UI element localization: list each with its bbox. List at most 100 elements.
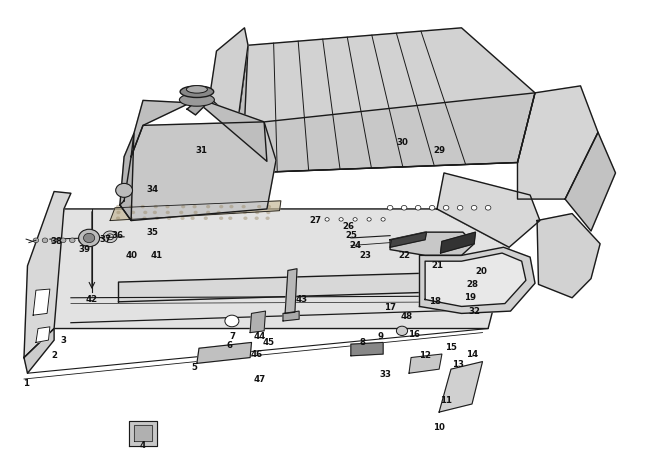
Text: 31: 31	[195, 146, 207, 155]
Polygon shape	[441, 232, 476, 253]
Circle shape	[156, 211, 160, 214]
Text: 16: 16	[408, 330, 420, 339]
Circle shape	[141, 211, 146, 214]
Circle shape	[225, 315, 239, 327]
Circle shape	[387, 206, 393, 210]
Circle shape	[219, 205, 224, 208]
Text: 43: 43	[296, 295, 308, 304]
Text: 45: 45	[263, 338, 275, 347]
Text: 48: 48	[401, 312, 413, 322]
Polygon shape	[537, 213, 600, 298]
Circle shape	[266, 211, 270, 214]
Text: 9: 9	[378, 332, 384, 341]
Ellipse shape	[179, 93, 214, 106]
Polygon shape	[134, 426, 152, 441]
Text: 19: 19	[464, 293, 476, 302]
Circle shape	[180, 205, 184, 208]
Circle shape	[143, 217, 148, 220]
Polygon shape	[120, 134, 134, 220]
Circle shape	[254, 205, 258, 208]
Text: 27: 27	[310, 216, 322, 225]
Polygon shape	[285, 269, 297, 313]
Polygon shape	[54, 209, 509, 328]
Circle shape	[33, 238, 39, 243]
Polygon shape	[187, 99, 206, 115]
Circle shape	[381, 218, 385, 221]
Polygon shape	[24, 328, 54, 373]
Text: 15: 15	[445, 343, 457, 352]
Polygon shape	[110, 201, 281, 220]
Circle shape	[168, 211, 173, 214]
Circle shape	[181, 217, 185, 220]
Text: 28: 28	[466, 280, 478, 289]
Circle shape	[269, 217, 274, 220]
Text: 46: 46	[251, 350, 263, 359]
Polygon shape	[244, 93, 535, 173]
Text: 26: 26	[342, 222, 354, 231]
Circle shape	[471, 206, 477, 210]
Text: 5: 5	[191, 363, 197, 372]
Circle shape	[79, 238, 84, 243]
Circle shape	[240, 211, 244, 214]
Circle shape	[190, 205, 195, 208]
Circle shape	[257, 211, 261, 214]
Circle shape	[367, 218, 371, 221]
Circle shape	[429, 206, 435, 210]
Circle shape	[116, 211, 120, 214]
Polygon shape	[36, 327, 50, 342]
Polygon shape	[351, 342, 383, 356]
Circle shape	[218, 217, 222, 220]
Circle shape	[205, 211, 209, 214]
Ellipse shape	[180, 86, 214, 97]
Text: 34: 34	[146, 185, 158, 194]
Circle shape	[131, 217, 135, 220]
Polygon shape	[237, 28, 535, 173]
Polygon shape	[209, 28, 248, 124]
Circle shape	[79, 229, 99, 247]
Polygon shape	[250, 311, 265, 333]
Text: 14: 14	[466, 350, 478, 359]
Circle shape	[339, 218, 343, 221]
Text: 23: 23	[359, 251, 371, 260]
Circle shape	[192, 211, 196, 214]
Circle shape	[229, 211, 233, 214]
Text: 29: 29	[433, 146, 445, 155]
Polygon shape	[425, 253, 526, 306]
Circle shape	[166, 205, 170, 208]
Circle shape	[70, 238, 75, 243]
Circle shape	[192, 217, 197, 220]
Polygon shape	[118, 273, 439, 302]
Polygon shape	[517, 86, 598, 199]
Circle shape	[118, 205, 122, 208]
Text: 10: 10	[433, 423, 445, 432]
Text: 7: 7	[229, 332, 236, 341]
Text: 33: 33	[380, 371, 392, 379]
Polygon shape	[283, 311, 299, 321]
Polygon shape	[439, 362, 482, 412]
Circle shape	[116, 183, 133, 197]
Circle shape	[142, 205, 146, 208]
Circle shape	[205, 217, 210, 220]
Circle shape	[155, 205, 159, 208]
Polygon shape	[129, 421, 157, 446]
Text: 11: 11	[440, 396, 452, 405]
Circle shape	[60, 238, 66, 243]
Polygon shape	[131, 99, 267, 161]
Circle shape	[42, 238, 48, 243]
Text: 21: 21	[431, 261, 443, 270]
Text: 25: 25	[345, 231, 357, 240]
Text: 22: 22	[398, 251, 410, 260]
Circle shape	[83, 233, 95, 243]
Text: 40: 40	[125, 251, 137, 260]
Text: 36: 36	[111, 231, 123, 240]
Circle shape	[177, 211, 181, 214]
Circle shape	[269, 205, 274, 208]
Text: 30: 30	[396, 138, 408, 147]
Circle shape	[325, 218, 329, 221]
Text: 12: 12	[419, 351, 431, 360]
Polygon shape	[419, 247, 535, 313]
Polygon shape	[437, 173, 540, 247]
Circle shape	[131, 205, 135, 208]
Polygon shape	[565, 132, 616, 231]
Text: 42: 42	[86, 295, 98, 304]
